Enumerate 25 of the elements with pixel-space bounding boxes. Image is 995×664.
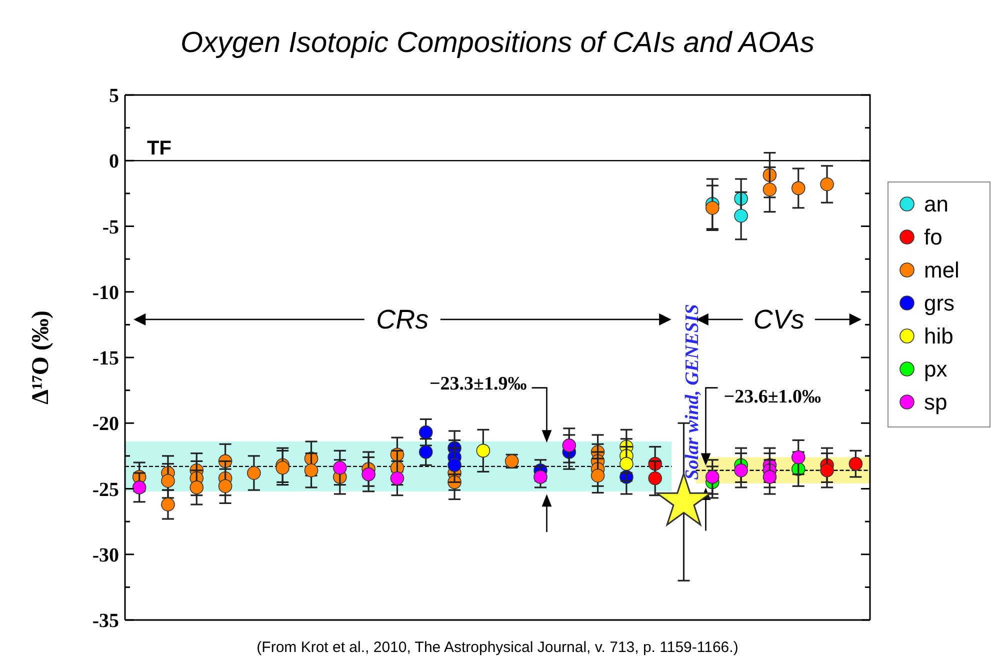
legend-label: hib	[924, 324, 954, 349]
y-tick-label: -20	[92, 413, 119, 436]
y-tick-label: -5	[102, 216, 119, 238]
annotation: CVs	[753, 304, 804, 334]
legend-label: an	[924, 192, 948, 217]
y-tick-label: -35	[92, 610, 119, 632]
y-tick-label: -10	[92, 282, 119, 304]
legend-label: px	[924, 356, 948, 382]
y-axis-title: Δ¹⁷O (‰)	[28, 310, 54, 405]
legend-label: sp	[924, 390, 948, 415]
legend-label: grs	[924, 290, 955, 316]
annotation: CRs	[376, 304, 429, 334]
y-tick-label: 0	[109, 150, 119, 173]
text: Solar wind, GENESIS	[682, 304, 703, 480]
y-tick-label: 5	[109, 85, 119, 107]
ref-line-label: TF	[147, 138, 172, 160]
text: (From Krot et al., 2010, The Astrophysical Journal, v. 713, p. 1159-1166.)	[256, 639, 738, 656]
y-tick-label: -30	[92, 544, 119, 566]
y-tick-label: -15	[92, 348, 119, 370]
ref-line-label: −23.6±1.0‰	[724, 386, 822, 408]
ref-line-label: −23.3±1.9‰	[429, 373, 527, 394]
legend-label: mel	[924, 258, 960, 283]
y-tick-label: -25	[92, 478, 119, 501]
chart-title: Oxygen Isotopic Compositions of CAIs and AOAs	[180, 27, 814, 59]
legend-label: fo	[924, 224, 942, 250]
